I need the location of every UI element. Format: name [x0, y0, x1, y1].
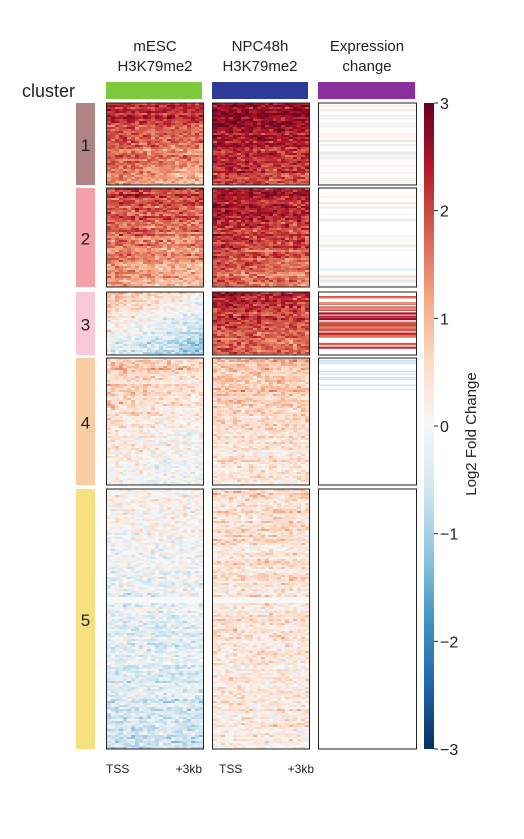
heatmap-npc48h-cluster-2 — [213, 188, 309, 287]
colorbar-gradient — [424, 103, 434, 749]
colorbar-label: Log2 Fold Change — [463, 372, 480, 495]
column-title-mesc-line2: H3K79me2 — [117, 58, 192, 75]
colorbar: 3 2 1 0 −1 −2 −3 — [424, 96, 458, 759]
heatmap-mesc-cluster-1 — [107, 103, 203, 185]
cluster-1-label: 1 — [81, 136, 90, 155]
column-title-npc48h-line1: NPC48h — [232, 38, 289, 55]
colorbar-tick-label-6: −3 — [440, 742, 458, 759]
colorbar-tick-label-4: −1 — [440, 527, 458, 544]
heatmap-expression-cluster-3 — [319, 292, 416, 355]
cluster-sidebar: 1 2 3 4 5 — [76, 103, 95, 749]
colorbar-tick-label-3: 0 — [440, 419, 449, 436]
heatmap-panels — [107, 103, 417, 749]
heatmap-npc48h-cluster-1 — [213, 103, 309, 185]
heatmap-npc48h-cluster-3 — [213, 292, 309, 355]
heatmap-npc48h-cluster-4 — [213, 358, 309, 485]
heatmap-mesc-cluster-4 — [107, 358, 203, 485]
x-tick-3kb-npc48h: +3kb — [288, 762, 315, 776]
column-title-npc48h-line2: H3K79me2 — [222, 58, 297, 75]
heatmap-expression-cluster-4 — [319, 358, 416, 485]
colorbar-tick-label-1: 2 — [440, 204, 449, 221]
column-title-expression-line2: change — [342, 58, 391, 75]
heatmap-mesc-cluster-5 — [107, 489, 203, 749]
cluster-axis-label: cluster — [22, 81, 75, 101]
colorbar-tick-label-5: −2 — [440, 634, 458, 651]
colorbar-tick-label-0: 3 — [440, 96, 449, 113]
cluster-5-label: 5 — [81, 611, 90, 630]
x-tick-3kb-mesc: +3kb — [176, 762, 203, 776]
column-title-mesc-line1: mESC — [133, 38, 177, 55]
cluster-4-label: 4 — [81, 414, 90, 433]
column-color-bar-mesc — [106, 82, 202, 99]
heatmap-expression-cluster-1 — [319, 103, 416, 185]
cluster-3-label: 3 — [81, 316, 90, 335]
colorbar-tick-label-2: 1 — [440, 311, 449, 328]
column-color-bar-expression — [318, 82, 415, 99]
heatmap-expression-cluster-5 — [319, 489, 416, 749]
cluster-2-label: 2 — [81, 230, 90, 249]
heatmap-mesc-cluster-3 — [107, 292, 203, 355]
heatmap-mesc-cluster-2 — [107, 188, 203, 287]
column-color-bar-npc48h — [212, 82, 308, 99]
x-tick-tss-npc48h: TSS — [219, 762, 242, 776]
heatmap-npc48h-cluster-5 — [213, 489, 309, 749]
x-tick-tss-mesc: TSS — [106, 762, 129, 776]
column-title-expression-line1: Expression — [330, 38, 404, 55]
heatmap-expression-cluster-2 — [319, 188, 416, 287]
